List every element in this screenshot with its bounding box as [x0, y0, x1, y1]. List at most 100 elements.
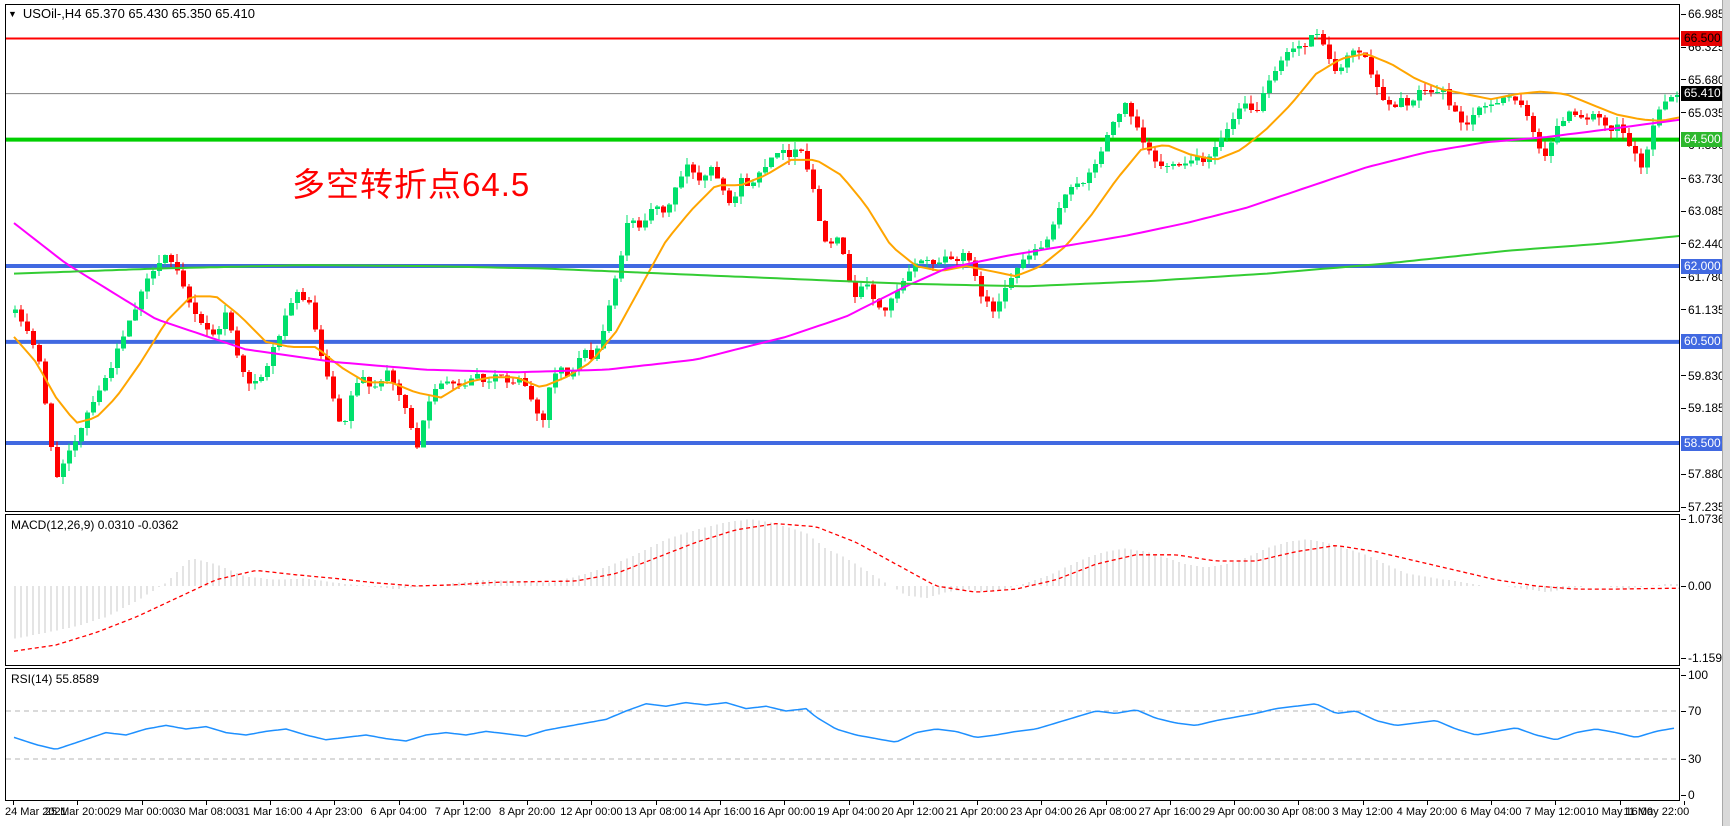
pivot-annotation-text: 多空转折点64.5	[292, 166, 531, 203]
macd-histogram-layer	[14, 519, 1678, 639]
time-axis-tick	[655, 801, 657, 805]
macd-chart-surface[interactable]	[6, 515, 1679, 665]
rsi-chart-surface[interactable]	[6, 669, 1679, 800]
indicator-axis-tick	[1681, 657, 1686, 659]
price-flag-60.500: 60.500	[1681, 334, 1728, 350]
price-axis-tick	[1681, 178, 1686, 180]
price-axis-label: 66.985	[1688, 7, 1725, 21]
time-axis-tick	[398, 801, 400, 805]
time-axis-label: 11 May 22:00	[1623, 806, 1690, 818]
time-axis-label: 12 Apr 00:00	[560, 806, 623, 818]
price-axis-tick	[1681, 276, 1686, 278]
price-axis-label: 59.830	[1688, 368, 1725, 383]
time-axis-label: 6 May 04:00	[1460, 806, 1522, 818]
time-axis-tick	[1041, 801, 1043, 805]
price-flag-65.410: 65.410	[1681, 86, 1728, 102]
time-axis-label: 31 Mar 16:00	[237, 806, 303, 818]
price-axis-label: 63.730	[1688, 171, 1725, 186]
price-axis-label: 65.680	[1688, 72, 1725, 87]
symbol-quote-text: USOil-,H4 65.370 65.430 65.350 65.410	[22, 6, 255, 21]
time-axis-tick	[1426, 801, 1428, 805]
time-axis-label: 24 Mar 2021	[5, 806, 67, 818]
price-axis-tick	[1681, 506, 1686, 508]
time-axis-tick	[1555, 801, 1557, 805]
time-axis-label: 7 Apr 12:00	[434, 806, 492, 818]
time-axis-label: 16 Apr 00:00	[753, 806, 816, 818]
indicator-axis-label: 0	[1688, 788, 1695, 802]
price-axis-tick	[1681, 79, 1686, 81]
indicator-axis-tick	[1681, 518, 1686, 520]
time-axis-tick	[1684, 801, 1685, 805]
indicator-axis-tick	[1681, 585, 1686, 587]
price-axis-tick	[1681, 309, 1686, 311]
time-axis-label: 29 Apr 00:00	[1202, 806, 1266, 818]
price-axis-label: 63.085	[1688, 204, 1725, 219]
rsi-indicator-label: RSI(14) 55.8589	[11, 672, 99, 686]
time-axis-tick	[527, 801, 529, 805]
main-price-panel[interactable]	[5, 4, 1680, 512]
macd-current-values: 0.0310 -0.0362	[97, 518, 179, 532]
rsi-line	[13, 701, 1675, 750]
indicator-axis-tick	[1681, 674, 1686, 676]
time-axis-tick	[719, 801, 721, 805]
indicator-axis-tick	[1681, 710, 1686, 712]
time-axis-tick	[977, 801, 979, 805]
time-axis-label: 20 Apr 12:00	[881, 806, 944, 818]
price-flag-66.500: 66.500	[1681, 31, 1728, 47]
macd-name: MACD(12,26,9)	[11, 518, 95, 532]
price-axis-label: 61.780	[1688, 270, 1725, 285]
time-axis[interactable]: 24 Mar 2021 25 Mar 20:00 29 Mar 00:00 30 Ma…	[5, 801, 1689, 826]
price-axis-label: 62.440	[1688, 236, 1725, 251]
price-axis-tick	[1681, 210, 1686, 212]
time-axis-tick	[784, 801, 786, 805]
price-axis-tick	[1681, 13, 1686, 15]
time-axis-label: 25 Mar 20:00	[44, 806, 110, 818]
time-axis-label: 4 Apr 23:00	[306, 806, 363, 818]
time-axis-tick	[848, 801, 850, 805]
time-axis-label: 21 Apr 20:00	[945, 806, 1009, 818]
time-axis-tick	[462, 801, 464, 805]
time-axis-label: 23 Apr 04:00	[1010, 806, 1073, 818]
window-edge-strip	[1722, 0, 1730, 826]
time-axis-tick	[270, 801, 272, 805]
time-axis-tick	[1619, 801, 1621, 805]
time-axis-label: 3 May 12:00	[1332, 806, 1393, 818]
ma-mid-magenta	[13, 118, 1679, 374]
price-axis-label: 65.035	[1688, 105, 1725, 120]
candles-layer	[13, 29, 1679, 485]
time-axis-label: 4 May 20:00	[1396, 806, 1458, 818]
time-axis-label: 8 Apr 20:00	[499, 806, 556, 818]
time-axis-label: 6 Apr 04:00	[370, 806, 427, 818]
price-axis-tick	[1681, 375, 1686, 377]
candlestick-chart-surface[interactable]	[6, 5, 1679, 511]
time-axis-label: 26 Apr 08:00	[1074, 806, 1137, 818]
macd-indicator-label: MACD(12,26,9) 0.0310 -0.0362	[11, 518, 178, 532]
indicator-axis-label: 100	[1688, 668, 1709, 682]
rsi-panel[interactable]	[5, 668, 1680, 801]
price-axis[interactable]: 66.98566.32565.68065.03564.39063.73063.0…	[1681, 0, 1730, 802]
time-axis-tick	[1169, 801, 1171, 805]
time-axis-tick	[912, 801, 914, 805]
price-axis-tick	[1681, 473, 1686, 475]
time-axis-label: 7 May 12:00	[1525, 806, 1586, 818]
time-axis-label: 10 May 16:00	[1586, 806, 1654, 818]
time-axis-tick	[1105, 801, 1107, 805]
time-axis-tick	[141, 801, 143, 805]
indicator-axis-tick	[1681, 794, 1686, 796]
symbol-header: ▼ USOil-,H4 65.370 65.430 65.350 65.410	[8, 6, 255, 21]
indicator-axis-label: 1.0736	[1688, 512, 1725, 526]
indicator-axis-label: 0.00	[1688, 579, 1712, 593]
time-axis-tick	[1491, 801, 1493, 805]
macd-panel[interactable]	[5, 514, 1680, 666]
macd-signal-line	[13, 522, 1679, 652]
time-axis-label: 30 Apr 08:00	[1267, 806, 1330, 818]
time-axis-tick	[205, 801, 207, 805]
time-axis-tick	[334, 801, 336, 805]
chevron-down-icon[interactable]: ▼	[8, 9, 17, 19]
price-axis-tick	[1681, 112, 1686, 114]
price-axis-label: 61.135	[1688, 302, 1725, 317]
time-axis-label: 14 Apr 16:00	[688, 806, 752, 818]
ma-fast-orange	[13, 52, 1679, 424]
time-axis-tick	[77, 801, 79, 805]
price-axis-tick	[1681, 243, 1686, 245]
